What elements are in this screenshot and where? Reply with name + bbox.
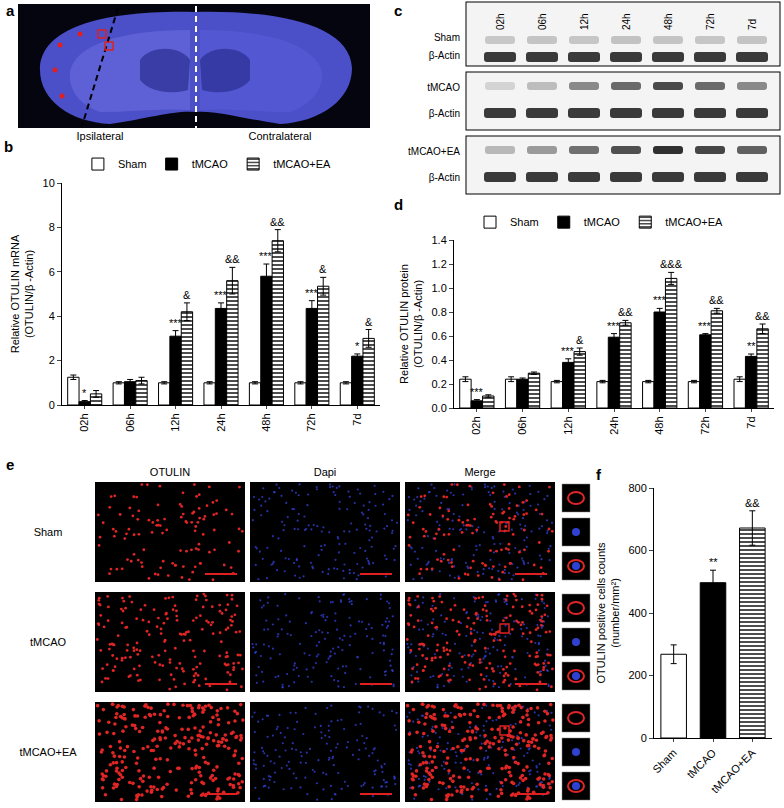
svg-text:7d: 7d <box>745 416 757 428</box>
svg-text:β-Actin: β-Actin <box>429 172 460 183</box>
svg-text:06h: 06h <box>537 13 548 30</box>
svg-text:***: *** <box>169 317 183 329</box>
svg-text:Sham: Sham <box>650 747 679 776</box>
svg-text:&: & <box>183 289 191 301</box>
svg-text:7d: 7d <box>747 19 758 30</box>
svg-text:0.0: 0.0 <box>432 402 447 414</box>
svg-text:tMCAO+EA: tMCAO+EA <box>709 746 758 795</box>
svg-text:48h: 48h <box>663 13 674 30</box>
svg-text:0.4: 0.4 <box>432 354 447 366</box>
svg-text:400: 400 <box>628 607 646 619</box>
svg-text:&&: && <box>709 294 724 306</box>
svg-text:0.8: 0.8 <box>432 306 447 318</box>
svg-text:7d: 7d <box>351 413 363 425</box>
svg-text:tMCAO+EA: tMCAO+EA <box>665 216 723 228</box>
svg-text:600: 600 <box>628 544 646 556</box>
svg-text:02h: 02h <box>495 13 506 30</box>
svg-text:β-Actin: β-Actin <box>429 50 460 61</box>
svg-text:24h: 24h <box>621 13 632 30</box>
svg-text:Relative OTULIN protein(OTULIN: Relative OTULIN protein(OTULIN/β -Actin) <box>398 264 424 384</box>
svg-text:&&: && <box>618 306 633 318</box>
svg-text:6: 6 <box>49 266 55 278</box>
svg-text:1.0: 1.0 <box>432 282 447 294</box>
svg-text:24h: 24h <box>215 413 227 431</box>
svg-text:tMCAO: tMCAO <box>192 158 229 170</box>
svg-text:tMCAO: tMCAO <box>30 636 67 648</box>
svg-text:48h: 48h <box>260 413 272 431</box>
svg-text:β-Actin: β-Actin <box>429 108 460 119</box>
svg-text:02h: 02h <box>470 416 482 434</box>
svg-text:***: *** <box>607 320 621 332</box>
svg-text:tMCAO: tMCAO <box>684 746 718 780</box>
svg-text:a: a <box>6 2 15 19</box>
svg-text:&&: && <box>755 310 770 322</box>
svg-text:8: 8 <box>49 221 55 233</box>
svg-text:&: & <box>319 263 327 275</box>
svg-text:200: 200 <box>628 669 646 681</box>
svg-text:48h: 48h <box>653 416 665 434</box>
svg-text:OTULIN: OTULIN <box>150 466 190 478</box>
svg-text:0.2: 0.2 <box>432 378 447 390</box>
svg-text:***: *** <box>561 345 575 357</box>
svg-text:12h: 12h <box>579 13 590 30</box>
svg-text:*: * <box>355 340 360 352</box>
svg-text:d: d <box>394 196 403 213</box>
svg-text:12h: 12h <box>169 413 181 431</box>
svg-text:tMCAO: tMCAO <box>584 216 621 228</box>
svg-text:&: & <box>576 334 584 346</box>
svg-text:***: *** <box>259 250 273 262</box>
svg-text:***: *** <box>305 287 319 299</box>
svg-text:2: 2 <box>49 354 55 366</box>
svg-text:b: b <box>4 138 13 155</box>
svg-text:tMCAO: tMCAO <box>427 82 460 93</box>
svg-text:0: 0 <box>641 732 647 744</box>
svg-text:&&: && <box>745 497 760 509</box>
svg-text:Relative OTULIN mRNA(OTULIN/β: Relative OTULIN mRNA(OTULIN/β -Actin) <box>9 234 35 353</box>
svg-text:06h: 06h <box>124 413 136 431</box>
svg-text:&: & <box>365 316 373 328</box>
svg-text:24h: 24h <box>608 416 620 434</box>
svg-text:Sham: Sham <box>118 158 147 170</box>
svg-text:Merge: Merge <box>464 466 495 478</box>
svg-text:tMCAO+EA: tMCAO+EA <box>273 158 331 170</box>
svg-text:4: 4 <box>49 310 55 322</box>
svg-text:***: *** <box>698 320 712 332</box>
svg-text:e: e <box>6 456 14 473</box>
svg-text:72h: 72h <box>699 416 711 434</box>
svg-text:10: 10 <box>43 177 55 189</box>
svg-text:***: *** <box>470 386 484 398</box>
svg-text:12h: 12h <box>562 416 574 434</box>
svg-text:***: *** <box>653 294 667 306</box>
svg-text:&&&: &&& <box>660 258 683 270</box>
svg-text:72h: 72h <box>305 413 317 431</box>
svg-text:02h: 02h <box>78 413 90 431</box>
svg-text:*: * <box>82 387 87 399</box>
svg-text:&&: && <box>225 253 240 265</box>
svg-text:Sham: Sham <box>510 216 539 228</box>
svg-text:1.4: 1.4 <box>432 234 447 246</box>
svg-text:Ipsilateral: Ipsilateral <box>76 130 123 142</box>
svg-text:***: *** <box>214 289 228 301</box>
svg-text:Contralateral: Contralateral <box>249 130 312 142</box>
svg-text:tMCAO+EA: tMCAO+EA <box>19 746 77 758</box>
svg-text:OTULIN positive cells counts(n: OTULIN positive cells counts(number/mm²) <box>595 542 621 684</box>
svg-text:Dapi: Dapi <box>314 466 337 478</box>
svg-text:800: 800 <box>628 482 646 494</box>
svg-text:&&: && <box>270 216 285 228</box>
svg-text:Sham: Sham <box>434 32 460 43</box>
svg-text:06h: 06h <box>516 416 528 434</box>
svg-text:0.6: 0.6 <box>432 330 447 342</box>
svg-text:f: f <box>596 466 602 483</box>
svg-text:**: ** <box>747 340 756 352</box>
svg-text:1.2: 1.2 <box>432 258 447 270</box>
svg-text:**: ** <box>709 556 718 568</box>
svg-text:tMCAO+EA: tMCAO+EA <box>408 146 460 157</box>
svg-text:c: c <box>394 2 402 19</box>
svg-text:72h: 72h <box>705 13 716 30</box>
svg-text:Sham: Sham <box>34 526 63 538</box>
svg-text:0: 0 <box>49 399 55 411</box>
